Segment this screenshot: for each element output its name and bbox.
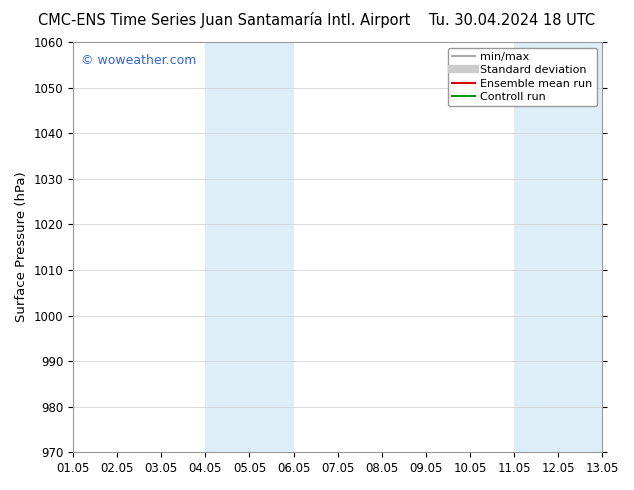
Text: CMC-ENS Time Series Juan Santamaría Intl. Airport    Tu. 30.04.2024 18 UTC: CMC-ENS Time Series Juan Santamaría Intl… [39,12,595,28]
Text: © woweather.com: © woweather.com [81,54,197,67]
Bar [514,42,602,452]
Bar [205,42,294,452]
Y-axis label: Surface Pressure (hPa): Surface Pressure (hPa) [15,172,28,322]
Legend: min/max, Standard deviation, Ensemble mean run, Controll run: min/max, Standard deviation, Ensemble me… [448,48,597,106]
